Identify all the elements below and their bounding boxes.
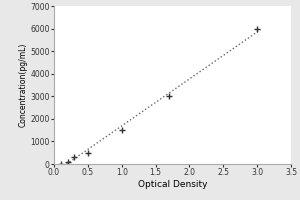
X-axis label: Optical Density: Optical Density bbox=[138, 180, 207, 189]
Y-axis label: Concentration(pg/mL): Concentration(pg/mL) bbox=[19, 43, 28, 127]
